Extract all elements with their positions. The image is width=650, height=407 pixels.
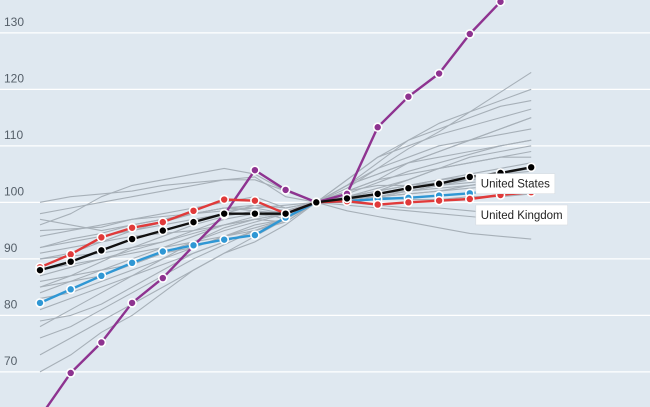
united-states-point <box>311 197 322 208</box>
purple-series-point <box>464 29 475 39</box>
blue-series-point <box>219 234 229 245</box>
united-states-callout-label: United States <box>481 179 550 191</box>
united-kingdom-callout-box <box>475 204 568 226</box>
blue-series-point <box>158 246 168 257</box>
united-states-point <box>280 208 291 219</box>
blue-series-point <box>65 284 76 295</box>
blue-series-point <box>96 270 107 281</box>
united-states-point <box>65 256 76 267</box>
purple-series-point <box>96 337 107 348</box>
united-states-point <box>158 225 168 236</box>
purple-series-point <box>495 0 506 7</box>
united-states-point <box>127 234 137 244</box>
united-states-point <box>219 208 229 219</box>
purple-series-point <box>250 165 260 175</box>
other-country-line-15 <box>39 167 532 237</box>
purple-series-point <box>280 185 291 195</box>
united-kingdom-point <box>464 194 475 204</box>
blue-series-point <box>250 230 260 240</box>
united-states-point <box>35 265 45 275</box>
other-country-line-22 <box>39 162 532 215</box>
united-states-callout-box <box>475 173 556 195</box>
purple-series-point <box>403 91 414 102</box>
y-tick-label-80: 80 <box>4 297 18 311</box>
purple-series-point <box>434 68 444 79</box>
united-kingdom-point <box>158 217 168 227</box>
other-country-line-10 <box>39 100 532 249</box>
united-kingdom-point <box>250 195 260 206</box>
united-kingdom-point <box>188 206 199 216</box>
united-kingdom-point <box>434 195 444 206</box>
purple-series-point <box>127 298 137 308</box>
y-axis-tick-labels: 70 80 90 100 110 120 130 <box>4 15 24 368</box>
united-kingdom-callout-label: United Kingdom <box>481 210 563 222</box>
united-kingdom-point <box>372 199 383 210</box>
united-kingdom-point <box>96 232 107 243</box>
y-tick-label-70: 70 <box>4 354 18 368</box>
y-tick-label-100: 100 <box>4 184 24 198</box>
purple-series-point <box>372 122 383 133</box>
united-states-point <box>342 193 352 204</box>
united-states-point <box>96 245 107 256</box>
purple-series-point <box>65 368 76 378</box>
united-states-point <box>372 189 383 199</box>
y-tick-label-130: 130 <box>4 15 24 29</box>
united-kingdom-point <box>127 222 137 233</box>
y-tick-label-110: 110 <box>4 128 23 142</box>
united-states-callout: United States <box>475 173 556 195</box>
united-states-group <box>35 162 537 275</box>
united-states-point <box>464 172 475 182</box>
united-kingdom-point <box>219 194 229 205</box>
purple-series-line <box>45 0 502 407</box>
united-states-point <box>188 217 199 227</box>
blue-series-point <box>127 258 137 268</box>
united-kingdom-callout: United Kingdom <box>475 204 568 226</box>
united-states-point <box>526 162 537 173</box>
united-states-point <box>403 183 414 194</box>
blue-series-point <box>188 240 199 251</box>
united-states-point <box>434 178 444 189</box>
y-tick-label-120: 120 <box>4 71 24 85</box>
blue-series-point <box>35 298 45 308</box>
united-kingdom-point <box>403 197 414 208</box>
purple-series-point <box>158 273 168 283</box>
series-callouts: United States United Kingdom <box>475 173 568 226</box>
united-states-point <box>250 208 260 219</box>
other-country-line-6 <box>39 108 532 356</box>
y-tick-label-90: 90 <box>4 241 18 255</box>
